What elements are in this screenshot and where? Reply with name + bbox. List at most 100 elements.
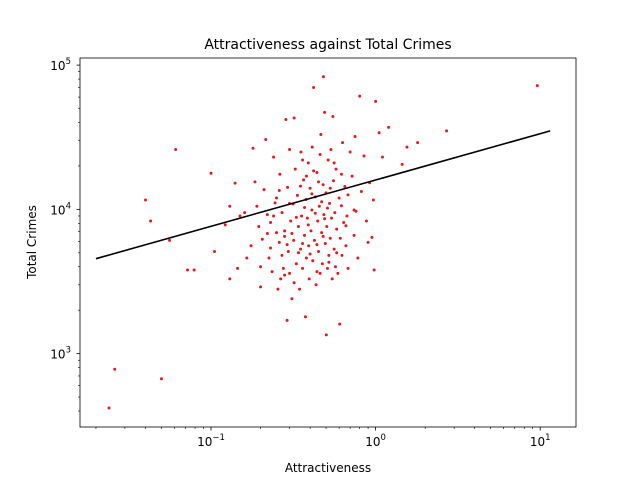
data-point-75 <box>310 145 314 149</box>
data-point-102 <box>329 148 333 151</box>
data-point-26 <box>260 237 264 241</box>
data-point-33 <box>272 155 276 159</box>
data-point-169 <box>285 243 289 247</box>
data-point-156 <box>310 192 314 196</box>
data-point-88 <box>320 262 324 266</box>
data-point-85 <box>318 271 322 275</box>
data-point-141 <box>380 155 384 159</box>
data-point-153 <box>299 184 303 188</box>
data-point-63 <box>302 178 306 182</box>
data-point-55 <box>294 262 298 266</box>
data-point-170 <box>290 232 294 236</box>
data-point-164 <box>301 241 305 245</box>
data-point-43 <box>284 117 288 121</box>
data-point-89 <box>321 183 325 187</box>
data-point-92 <box>323 110 327 114</box>
chart-title: Attractiveness against Total Crimes <box>204 37 451 53</box>
data-point-28 <box>264 138 268 141</box>
data-point-134 <box>366 240 370 244</box>
data-point-121 <box>344 244 348 248</box>
data-point-116 <box>339 204 343 208</box>
data-point-118 <box>341 141 345 145</box>
data-point-62 <box>301 266 305 270</box>
data-point-163 <box>296 251 300 255</box>
data-point-80 <box>314 283 318 287</box>
data-point-179 <box>346 193 350 197</box>
data-point-115 <box>338 236 342 240</box>
data-point-44 <box>285 318 289 322</box>
data-point-109 <box>333 265 337 269</box>
data-point-150 <box>283 234 287 238</box>
data-point-185 <box>292 281 296 285</box>
data-point-2 <box>159 377 163 381</box>
data-point-144 <box>405 145 409 149</box>
data-point-16 <box>238 214 242 218</box>
data-point-172 <box>275 196 278 200</box>
data-point-103 <box>330 216 334 220</box>
data-point-127 <box>353 134 357 138</box>
data-point-32 <box>270 270 274 274</box>
data-point-93 <box>323 241 327 245</box>
data-point-99 <box>327 253 331 257</box>
data-point-136 <box>370 235 374 239</box>
data-point-52 <box>292 238 296 242</box>
plot-area-background <box>80 58 576 427</box>
y-tick-label: 104 <box>50 201 71 217</box>
data-point-14 <box>233 181 237 185</box>
data-point-181 <box>344 224 348 228</box>
data-point-120 <box>343 185 347 189</box>
data-point-19 <box>249 244 253 248</box>
data-point-111 <box>335 227 339 231</box>
data-point-73 <box>309 229 313 233</box>
data-point-96 <box>325 225 329 229</box>
data-point-165 <box>308 252 312 256</box>
y-tick-label: 105 <box>50 57 71 73</box>
data-point-187 <box>265 232 269 236</box>
data-point-86 <box>319 133 323 137</box>
data-point-7 <box>186 268 190 272</box>
data-point-60 <box>299 150 303 154</box>
trend-line <box>95 130 551 260</box>
data-point-34 <box>273 201 277 205</box>
data-point-59 <box>299 247 303 251</box>
data-point-81 <box>315 171 319 175</box>
data-point-110 <box>334 167 338 171</box>
data-point-98 <box>326 158 330 162</box>
data-point-184 <box>315 270 319 274</box>
data-point-76 <box>311 259 315 263</box>
data-point-48 <box>288 271 292 275</box>
data-point-4 <box>149 219 153 223</box>
data-point-67 <box>304 256 308 260</box>
plot-frame <box>79 57 577 428</box>
data-point-1 <box>113 367 117 371</box>
data-point-8 <box>192 268 196 272</box>
data-point-77 <box>312 85 316 89</box>
data-point-157 <box>313 211 317 215</box>
data-point-159 <box>320 200 324 204</box>
data-point-39 <box>279 277 283 281</box>
data-point-161 <box>325 206 329 210</box>
data-point-78 <box>312 238 316 242</box>
data-point-83 <box>317 250 321 254</box>
data-point-95 <box>324 333 328 337</box>
data-point-174 <box>304 174 308 178</box>
data-point-35 <box>275 231 278 235</box>
data-point-176 <box>318 153 322 157</box>
data-point-10 <box>212 250 216 254</box>
data-point-123 <box>346 266 350 270</box>
data-point-143 <box>400 162 404 166</box>
data-point-15 <box>236 266 240 270</box>
data-point-114 <box>338 322 342 326</box>
data-point-53 <box>292 116 296 120</box>
data-point-41 <box>281 266 285 270</box>
data-point-47 <box>288 148 292 151</box>
data-point-24 <box>259 265 263 269</box>
data-point-87 <box>320 231 324 235</box>
data-point-40 <box>280 211 284 215</box>
data-point-108 <box>333 211 337 215</box>
data-point-27 <box>262 188 266 192</box>
data-point-36 <box>276 287 280 291</box>
data-point-132 <box>362 154 366 158</box>
data-point-54 <box>293 167 297 171</box>
data-point-9 <box>209 171 213 175</box>
